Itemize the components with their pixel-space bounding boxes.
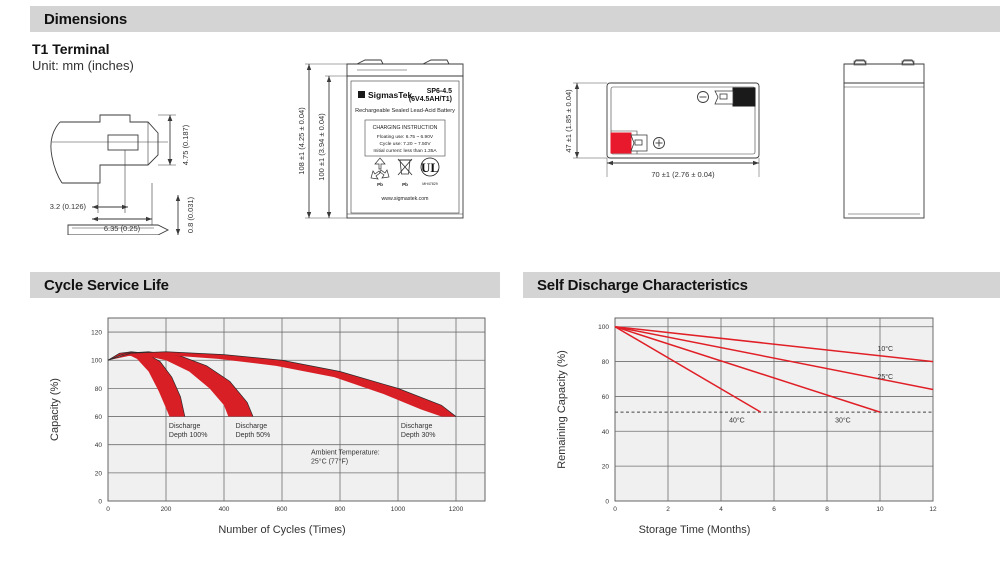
- chart-annotation: Discharge: [236, 423, 268, 430]
- self-discharge-chart: 0 20 40 60 80 100 0 2 4 6 8 10 12 10°C 25°C 40°C 30°C Sto…: [523, 306, 1000, 556]
- bin-pb-label: Pb: [402, 182, 408, 187]
- y-tick-label: 40: [602, 429, 610, 436]
- charging-line-0: Floating use: 6.75 ~ 6.90V: [377, 134, 434, 140]
- self-discharge-line: [614, 325, 934, 363]
- self-discharge-line: [614, 325, 934, 391]
- battery-spec: (6V4.5AH/T1): [409, 96, 452, 103]
- y-tick-label: 20: [602, 464, 610, 471]
- terminal-inner-width-dim: 3.2 (0.126): [50, 202, 87, 211]
- y-tick-label: 60: [95, 414, 103, 421]
- discharge-band-upper-edge: [107, 351, 254, 417]
- self-discharge-section-title: Self Discharge Characteristics: [537, 276, 748, 294]
- discharge-band: [108, 351, 185, 417]
- recycle-pb-label: Pb: [377, 182, 383, 187]
- page-title: Dimensions: [44, 10, 128, 28]
- y-tick-label: 60: [602, 394, 610, 401]
- x-tick-label: 2: [666, 506, 670, 513]
- x-tick-label: 600: [277, 506, 288, 513]
- battery-brand: SigmasTek: [368, 90, 413, 100]
- chart-annotation: Ambient Temperature:: [311, 450, 380, 457]
- x-axis-title: Number of Cycles (Times): [218, 524, 345, 536]
- y-axis-title: Remaining Capacity (%): [556, 350, 568, 469]
- ul-mark-icon: UL: [420, 157, 440, 177]
- terminal-outer-width-dim: 6.35 (0.25): [104, 224, 141, 233]
- section-header-dimensions: Dimensions: [30, 6, 1000, 32]
- cycle-service-life-chart: 0 20 40 60 80 100 120 0 200 400 600 800 1000 1200 Disc…: [30, 306, 500, 556]
- discharge-band-upper-edge: [107, 351, 186, 417]
- y-tick-label: 0: [605, 499, 609, 506]
- y-tick-label: 100: [598, 324, 609, 331]
- recycle-icon: [370, 157, 390, 180]
- unit-note: Unit: mm (inches): [32, 58, 134, 73]
- temperature-label: 30°C: [835, 417, 851, 425]
- y-tick-label: 100: [91, 358, 102, 365]
- y-tick-label: 40: [95, 442, 103, 449]
- battery-website: www.sigmastek.com: [382, 196, 429, 202]
- battery-width-dim: 70 ±1 (2.76 ± 0.04): [651, 170, 715, 179]
- charging-title: CHARGING INSTRUCTION: [373, 125, 438, 131]
- x-tick-label: 0: [106, 506, 110, 513]
- y-tick-label: 120: [91, 330, 102, 337]
- x-tick-label: 6: [772, 506, 776, 513]
- discharge-band: [108, 351, 456, 417]
- discharge-band: [108, 351, 253, 417]
- temperature-label: 40°C: [729, 417, 745, 425]
- battery-depth-dim: 47 ±1 (1.85 ± 0.04): [564, 89, 573, 153]
- waste-bin-icon: [397, 158, 413, 176]
- x-tick-label: 12: [929, 506, 937, 513]
- brand-mark-icon: [358, 91, 365, 98]
- x-tick-label: 0: [613, 506, 617, 513]
- battery-case-height-dim: 100 ±1 (3.94 ± 0.04): [317, 113, 326, 181]
- self-discharge-line: [614, 325, 881, 413]
- positive-terminal: [610, 132, 665, 154]
- temperature-label: 25°C: [877, 373, 893, 381]
- chart-annotation: Depth 30%: [401, 432, 436, 439]
- x-tick-label: 400: [219, 506, 230, 513]
- negative-terminal: [697, 87, 756, 107]
- battery-overall-height-dim: 108 ±1 (4.25 ± 0.04): [297, 107, 306, 175]
- battery-type-line: Rechargeable Sealed Lead-Acid Battery: [355, 108, 455, 114]
- terminal-thickness-dim: 0.8 (0.031): [186, 196, 195, 233]
- positive-symbol-icon: [653, 137, 665, 149]
- x-tick-label: 8: [825, 506, 829, 513]
- battery-model: SP6-4.5: [427, 88, 452, 95]
- y-tick-label: 80: [602, 359, 610, 366]
- section-header-self-discharge: Self Discharge Characteristics: [523, 272, 1000, 298]
- chart-annotation: Depth 50%: [236, 432, 271, 439]
- y-tick-label: 0: [98, 499, 102, 506]
- x-tick-label: 800: [335, 506, 346, 513]
- t1-terminal-heading: T1 Terminal: [32, 41, 110, 57]
- x-tick-label: 10: [876, 506, 884, 513]
- battery-side-view: [820, 50, 960, 235]
- svg-text:UL: UL: [421, 160, 439, 175]
- section-header-cycle-service-life: Cycle Service Life: [30, 272, 500, 298]
- chart-annotation: Depth 100%: [169, 432, 208, 439]
- temperature-label: 10°C: [877, 345, 893, 353]
- discharge-band-upper-edge: [107, 351, 457, 417]
- ul-sub-label: MH47829: [422, 182, 438, 186]
- negative-symbol-icon: [697, 91, 709, 103]
- y-tick-label: 20: [95, 470, 103, 477]
- cycle-section-title: Cycle Service Life: [44, 276, 169, 294]
- x-tick-label: 4: [719, 506, 723, 513]
- terminal-height-dim: 4.75 (0.187): [181, 124, 190, 165]
- y-axis-title: Capacity (%): [49, 378, 61, 441]
- charging-line-1: Cycle use: 7.20 ~ 7.50V: [379, 141, 431, 147]
- charging-instruction-box: [364, 119, 446, 157]
- battery-top-view: 47 ±1 (1.85 ± 0.04) 70 ±1 (2.76 ± 0.04): [555, 55, 785, 195]
- x-tick-label: 1200: [449, 506, 464, 513]
- battery-front-view: 108 ±1 (4.25 ± 0.04) 100 ±1 (3.94 ± 0.04…: [295, 50, 520, 235]
- self-discharge-line: [614, 326, 762, 413]
- x-tick-label: 200: [161, 506, 172, 513]
- chart-annotation: Discharge: [401, 423, 433, 430]
- chart-annotation: Discharge: [169, 423, 201, 430]
- x-tick-label: 1000: [391, 506, 406, 513]
- chart-annotation: 25°C (77°F): [311, 458, 348, 466]
- y-tick-label: 80: [95, 386, 103, 393]
- x-axis-title: Storage Time (Months): [639, 524, 751, 536]
- t1-terminal-drawing: 4.75 (0.187) 3.2 (0.126) 6.35 (0.25) 0.8…: [30, 85, 240, 236]
- charging-line-2: Initial current: less than 1.35A: [373, 148, 437, 154]
